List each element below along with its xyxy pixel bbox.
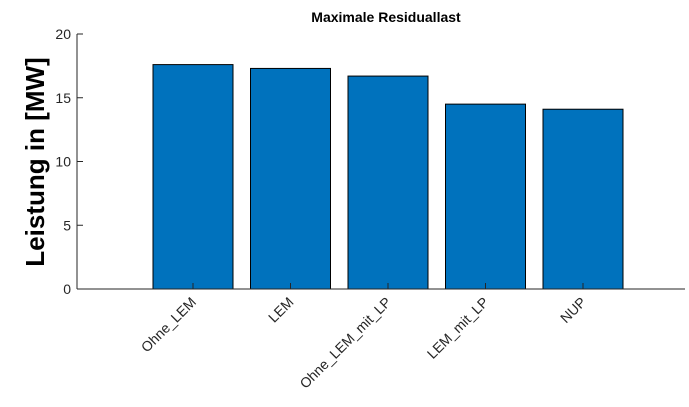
y-tick-label: 20 <box>55 26 71 42</box>
x-tick-label: LEM <box>265 294 297 326</box>
bar <box>152 64 234 290</box>
x-tick-label: NUP <box>557 294 589 326</box>
bar <box>347 75 429 290</box>
y-tick-label: 15 <box>55 90 71 106</box>
x-tick-label: LEM_mit_LP <box>424 294 492 362</box>
y-tick-label: 0 <box>63 281 71 297</box>
y-axis-label: Leistung in [MW] <box>20 57 50 266</box>
bar <box>445 103 526 290</box>
y-tick-label: 10 <box>55 154 71 170</box>
bar <box>250 67 331 290</box>
y-tick-label: 5 <box>63 217 71 233</box>
x-tick-label: Ohne_LEM_mit_LP <box>296 294 394 392</box>
x-tick-label: Ohne_LEM <box>138 294 199 355</box>
chart-title: Maximale Residuallast <box>311 9 461 25</box>
bar <box>542 108 624 290</box>
